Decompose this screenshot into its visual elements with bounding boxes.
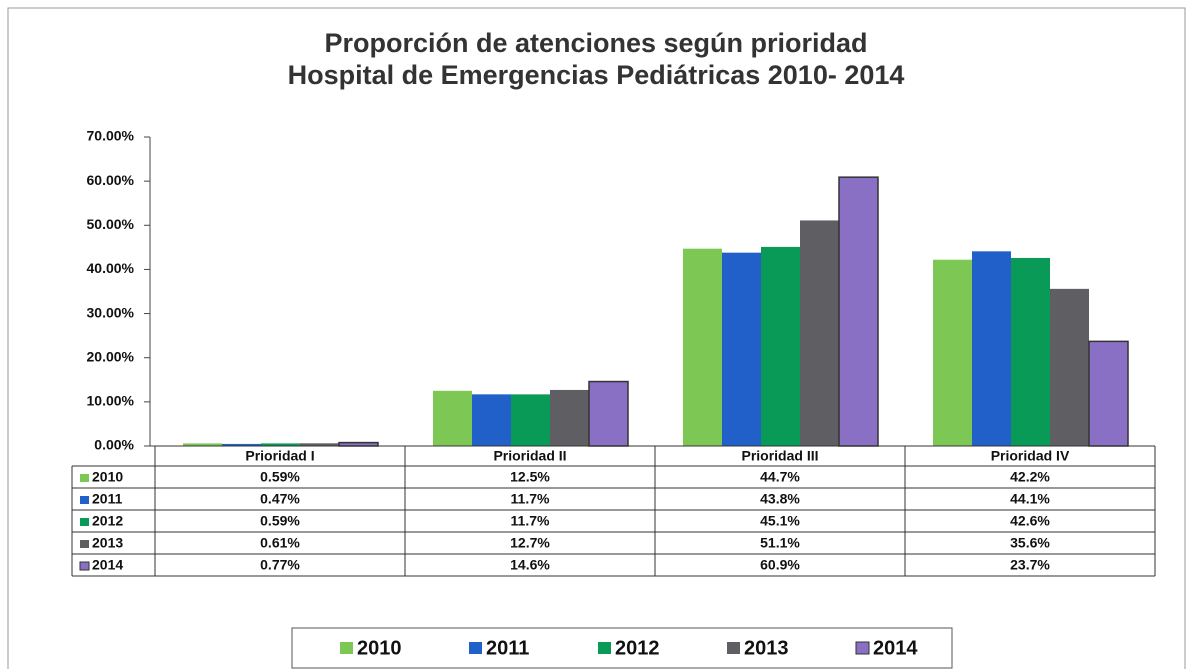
table-cell: 42.2% bbox=[1010, 469, 1050, 485]
bar bbox=[838, 176, 879, 447]
table-cell: 14.6% bbox=[510, 557, 550, 573]
table-cell: 0.59% bbox=[260, 469, 300, 485]
table-cell: 12.5% bbox=[510, 469, 550, 485]
table-cell: 45.1% bbox=[760, 513, 800, 529]
legend-label: 2012 bbox=[615, 637, 660, 659]
bar bbox=[550, 389, 589, 446]
table-legend-key bbox=[80, 540, 89, 548]
chart-title: Proporción de atenciones según prioridad bbox=[324, 28, 867, 58]
legend-swatch bbox=[469, 642, 482, 654]
chart-frame bbox=[7, 7, 1186, 669]
x-tick-label: Prioridad II bbox=[493, 448, 566, 464]
table-legend-key bbox=[79, 561, 90, 571]
table-cell: 60.9% bbox=[760, 557, 800, 573]
legend-label: 2010 bbox=[357, 637, 402, 659]
table-row-label: 2012 bbox=[92, 513, 123, 529]
bar bbox=[588, 380, 629, 447]
bar bbox=[183, 443, 222, 446]
y-tick-label: 30.00% bbox=[87, 304, 135, 320]
legend-swatch bbox=[598, 642, 611, 654]
legend-swatch bbox=[855, 641, 870, 655]
bar bbox=[800, 220, 839, 446]
y-tick-label: 60.00% bbox=[87, 172, 135, 188]
y-tick-label: 10.00% bbox=[87, 393, 135, 409]
bar bbox=[300, 443, 339, 446]
bar bbox=[222, 443, 261, 446]
x-tick-label: Prioridad I bbox=[245, 448, 314, 464]
table-cell: 11.7% bbox=[511, 491, 550, 507]
table-cell: 12.7% bbox=[510, 535, 550, 551]
table-cell: 44.7% bbox=[760, 469, 800, 485]
table-cell: 0.47% bbox=[260, 491, 300, 507]
bar bbox=[1088, 340, 1129, 447]
bar bbox=[933, 259, 972, 446]
table-row-label: 2010 bbox=[92, 469, 123, 485]
table-legend-key bbox=[80, 496, 89, 504]
table-cell: 51.1% bbox=[760, 535, 800, 551]
y-tick-label: 50.00% bbox=[87, 216, 135, 232]
legend-label: 2013 bbox=[744, 637, 789, 659]
table-row-label: 2013 bbox=[92, 535, 123, 551]
legend-swatch bbox=[727, 642, 740, 654]
table-cell: 44.1% bbox=[1010, 491, 1050, 507]
bar bbox=[511, 394, 550, 446]
y-tick-label: 0.00% bbox=[94, 437, 134, 453]
legend-label: 2011 bbox=[486, 637, 529, 659]
x-tick-label: Prioridad III bbox=[741, 448, 818, 464]
table-legend-key bbox=[80, 518, 89, 526]
table-cell: 0.59% bbox=[260, 513, 300, 529]
legend-swatch bbox=[340, 642, 353, 654]
bar bbox=[1050, 288, 1089, 446]
bar bbox=[1011, 257, 1050, 446]
bar bbox=[722, 252, 761, 446]
table-legend-key bbox=[80, 474, 89, 482]
legend-frame bbox=[291, 627, 953, 669]
table-cell: 11.7% bbox=[511, 513, 550, 529]
bar bbox=[683, 248, 722, 446]
table-cell: 42.6% bbox=[1010, 513, 1050, 529]
table-row-label: 2011 bbox=[92, 491, 123, 507]
bar bbox=[472, 394, 511, 446]
bar bbox=[261, 443, 300, 446]
legend-label: 2014 bbox=[873, 637, 918, 659]
x-tick-label: Prioridad IV bbox=[991, 448, 1070, 464]
bar bbox=[433, 390, 472, 446]
bar bbox=[338, 441, 379, 447]
bar bbox=[972, 251, 1011, 446]
y-tick-label: 20.00% bbox=[87, 348, 135, 364]
table-cell: 23.7% bbox=[1010, 557, 1050, 573]
chart-subtitle: Hospital de Emergencias Pediátricas 2010… bbox=[288, 60, 905, 90]
y-tick-label: 40.00% bbox=[87, 260, 135, 276]
table-row-label: 2014 bbox=[92, 557, 123, 573]
table-cell: 43.8% bbox=[760, 491, 800, 507]
table-cell: 0.77% bbox=[260, 557, 300, 573]
table-cell: 0.61% bbox=[260, 535, 300, 551]
bar bbox=[761, 246, 800, 446]
table-cell: 35.6% bbox=[1010, 535, 1050, 551]
y-tick-label: 70.00% bbox=[87, 128, 135, 144]
